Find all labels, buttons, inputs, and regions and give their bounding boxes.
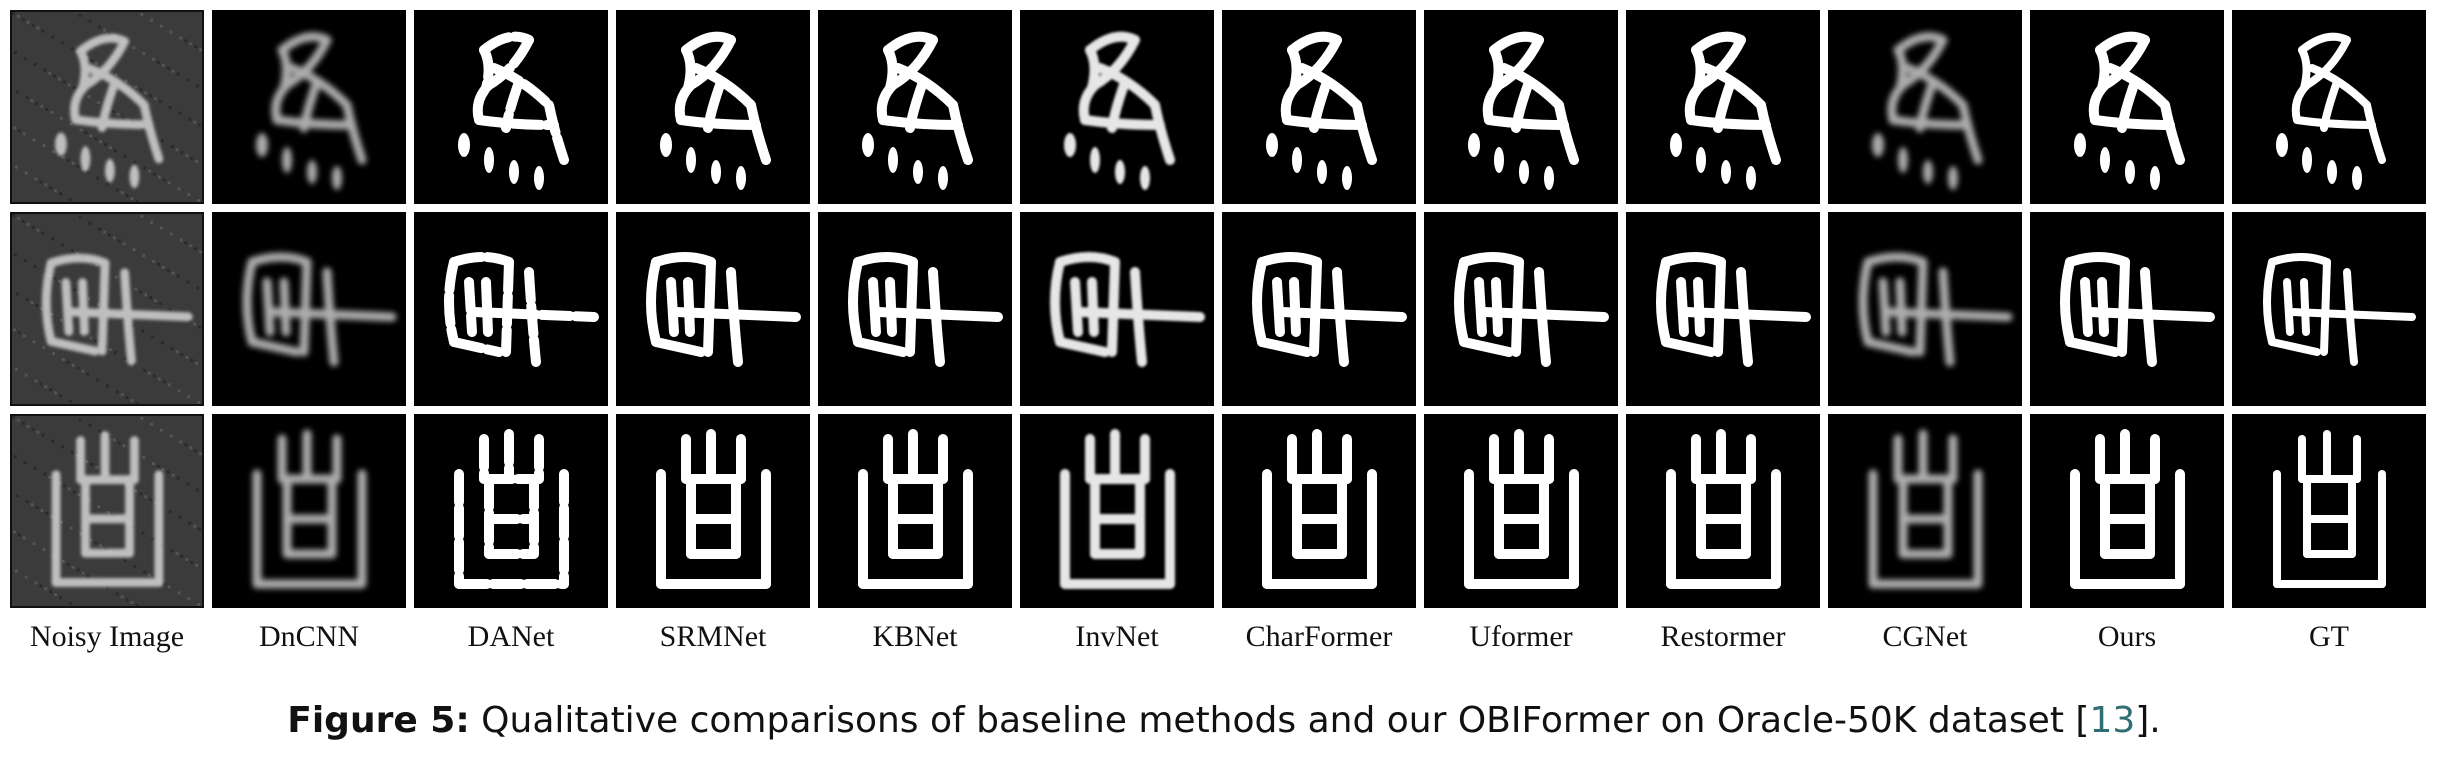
image-cell <box>414 414 608 608</box>
image-cell <box>10 414 204 608</box>
caption-text: Qualitative comparisons of baseline meth… <box>469 700 2090 741</box>
glyph-image <box>454 429 569 589</box>
column-label: CGNet <box>1882 620 1968 653</box>
image-cell <box>10 212 204 406</box>
image-cell <box>212 10 406 204</box>
glyph-image <box>252 429 367 589</box>
image-cell <box>1020 414 1214 608</box>
image-cell <box>1828 10 2022 204</box>
caption-text-end: ]. <box>2135 700 2161 741</box>
image-cell <box>414 10 608 204</box>
column-label: SRMNet <box>659 620 767 653</box>
column-label: DnCNN <box>258 620 359 653</box>
glyph-image <box>848 252 1003 367</box>
column-label: InvNet <box>1075 620 1159 653</box>
glyph-image <box>458 31 569 190</box>
glyph-image <box>1464 429 1579 589</box>
image-cell <box>1020 10 1214 204</box>
glyph-image <box>1468 31 1579 190</box>
image-cell <box>2232 414 2426 608</box>
glyph-image <box>1858 252 2013 367</box>
glyph-image <box>862 31 973 190</box>
column-label: GT <box>2309 620 2349 653</box>
citation-link[interactable]: 13 <box>2089 700 2136 741</box>
figure-label: Figure 5: <box>287 700 470 741</box>
glyph-image <box>1656 252 1811 367</box>
glyph-image <box>1868 429 1983 589</box>
image-cell <box>1020 212 1214 406</box>
glyph-image <box>12 12 202 202</box>
glyph-image <box>1064 31 1175 190</box>
image-cell <box>212 414 406 608</box>
column-label: Noisy Image <box>29 620 185 653</box>
image-cell <box>2232 212 2426 406</box>
image-grid <box>10 10 2426 608</box>
glyph-image <box>656 429 771 589</box>
glyph-image <box>12 214 202 404</box>
glyph-image <box>646 252 801 367</box>
glyph-image <box>1050 252 1205 367</box>
column-labels: Noisy Image DnCNN DANet SRMNet KBNet InvNet Ch… <box>10 620 2426 654</box>
image-cell <box>1424 414 1618 608</box>
image-cell <box>616 212 810 406</box>
column-label: CharFormer <box>1245 620 1393 653</box>
glyph-image <box>660 31 771 190</box>
image-cell <box>1424 10 1618 204</box>
image-cell <box>212 212 406 406</box>
column-label: Ours <box>2097 620 2157 653</box>
column-label: Restormer <box>1660 620 1786 653</box>
image-cell <box>414 212 608 406</box>
image-cell <box>1222 10 1416 204</box>
figure-caption: Figure 5: Qualitative comparisons of bas… <box>0 700 2448 741</box>
glyph-image <box>858 429 973 589</box>
image-cell <box>2030 414 2224 608</box>
image-cell <box>616 10 810 204</box>
image-cell <box>1424 212 1618 406</box>
image-cell <box>1222 414 1416 608</box>
glyph-image <box>2276 32 2386 190</box>
column-label: Uformer <box>1469 620 1573 653</box>
image-cell <box>818 414 1012 608</box>
image-cell <box>2030 10 2224 204</box>
glyph-image <box>2060 252 2215 367</box>
image-cell <box>1828 414 2022 608</box>
image-cell <box>2030 212 2224 406</box>
column-label: DANet <box>467 620 555 653</box>
image-cell <box>1828 212 2022 406</box>
glyph-image <box>1666 429 1781 589</box>
glyph-image <box>242 252 397 367</box>
glyph-image <box>2273 430 2386 588</box>
glyph-image <box>12 416 202 606</box>
glyph-image <box>2074 31 2185 190</box>
glyph-image <box>1060 429 1175 589</box>
glyph-image <box>1872 32 1983 190</box>
image-cell <box>818 212 1012 406</box>
image-cell <box>1626 212 1820 406</box>
image-cell <box>616 414 810 608</box>
image-cell <box>10 10 204 204</box>
column-label: KBNet <box>872 620 958 653</box>
glyph-image <box>1670 31 1781 190</box>
glyph-image <box>256 32 367 190</box>
glyph-image <box>2070 429 2185 589</box>
glyph-image <box>2263 253 2416 366</box>
image-cell <box>1626 414 1820 608</box>
glyph-image <box>1262 429 1377 589</box>
image-cell <box>1222 212 1416 406</box>
image-cell <box>2232 10 2426 204</box>
glyph-image <box>1266 31 1377 190</box>
glyph-image <box>1454 252 1609 367</box>
image-cell <box>1626 10 1820 204</box>
image-cell <box>818 10 1012 204</box>
glyph-image <box>1252 252 1407 367</box>
glyph-image <box>444 252 599 367</box>
